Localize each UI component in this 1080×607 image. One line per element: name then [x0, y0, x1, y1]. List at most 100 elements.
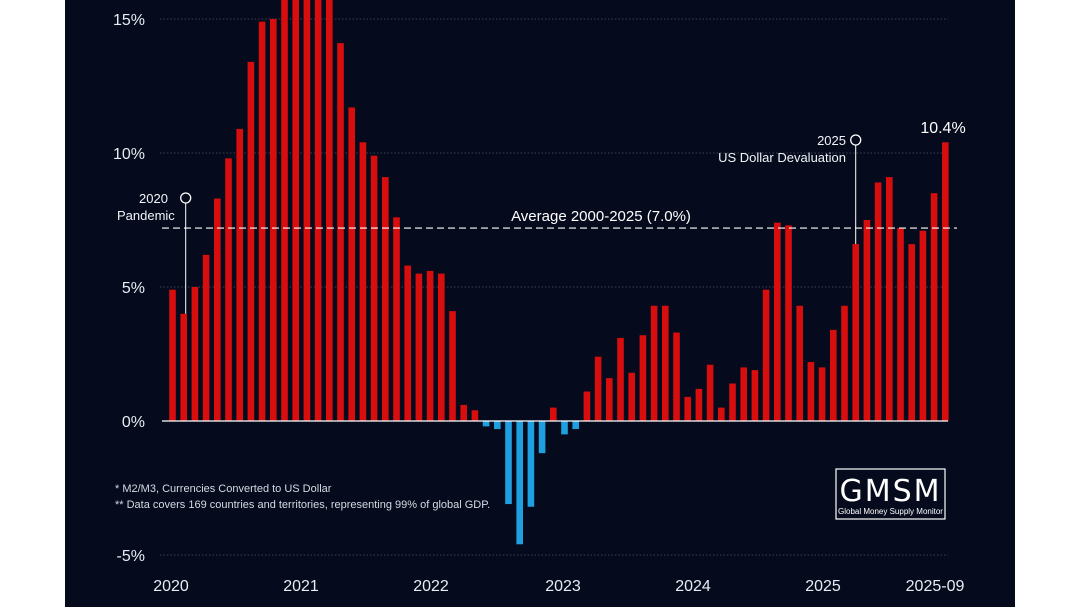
bar	[919, 230, 927, 421]
bar	[326, 0, 333, 422]
x-tick-label: 2025-09	[906, 578, 965, 595]
bar	[169, 289, 176, 421]
bar	[774, 222, 781, 421]
last-value-label: 10.4%	[920, 120, 965, 137]
bar	[606, 378, 613, 421]
chart-panel: 15% 10% 5% 0% -5% Average 2000-2025 (7.0%) 2…	[65, 0, 1015, 607]
bar	[886, 177, 893, 421]
bar	[516, 421, 523, 545]
devaluation-annotation-year: 2025	[817, 133, 846, 148]
footnote-2: ** Data covers 169 countries and territo…	[115, 499, 490, 511]
bar	[740, 367, 747, 421]
bar	[628, 372, 635, 421]
devaluation-annotation-marker	[850, 134, 862, 146]
pandemic-annotation: 2020 Pandemic	[117, 191, 192, 314]
bar	[706, 364, 714, 421]
bar	[415, 273, 423, 421]
bar	[729, 383, 736, 421]
bar	[270, 19, 277, 421]
bar	[796, 305, 803, 421]
bar	[382, 177, 389, 421]
bar	[449, 311, 456, 421]
bar	[359, 142, 367, 421]
bar	[830, 329, 837, 421]
bar	[818, 367, 826, 421]
bar	[460, 404, 467, 421]
bar	[841, 305, 848, 421]
bar	[639, 335, 647, 421]
bar	[214, 198, 221, 421]
bar	[762, 289, 770, 421]
bar	[247, 61, 255, 421]
money-supply-chart: 15% 10% 5% 0% -5% Average 2000-2025 (7.0%) 2…	[113, 0, 966, 595]
bar	[337, 43, 344, 422]
y-tick-label: 15%	[113, 12, 145, 29]
right-margin	[1015, 0, 1080, 607]
bar	[718, 407, 725, 421]
gmsm-logo-abbr: GMSM	[839, 474, 941, 509]
bar	[393, 217, 400, 421]
devaluation-annotation: 2025 US Dollar Devaluation	[718, 133, 862, 245]
bar	[807, 362, 815, 421]
x-tick-label: 2020	[153, 578, 189, 595]
bar	[684, 396, 691, 421]
gridlines	[160, 18, 948, 556]
x-axis-ticks: 2020 2021 2022 2023 2024 2025 2025-09	[153, 578, 964, 595]
x-tick-label: 2024	[675, 578, 711, 595]
pandemic-annotation-text: Pandemic	[117, 208, 175, 223]
bar	[897, 228, 904, 421]
gmsm-logo-box	[835, 468, 946, 520]
bar	[942, 142, 949, 421]
bar	[852, 244, 859, 421]
x-tick-label: 2022	[413, 578, 449, 595]
bar	[863, 220, 871, 421]
average-label: Average 2000-2025 (7.0%)	[511, 208, 691, 225]
bar	[930, 193, 938, 421]
bar	[292, 0, 299, 422]
bar	[236, 128, 243, 421]
bar	[662, 305, 669, 421]
x-tick-label: 2025	[805, 578, 841, 595]
pandemic-annotation-year: 2020	[139, 191, 168, 206]
bar	[695, 388, 703, 421]
left-margin	[0, 0, 65, 607]
bar	[538, 421, 546, 454]
bar	[404, 265, 411, 421]
devaluation-annotation-text: US Dollar Devaluation	[718, 150, 846, 165]
bar	[505, 421, 512, 505]
bar	[258, 21, 266, 422]
bar	[650, 305, 658, 421]
bar	[191, 287, 199, 421]
bar	[180, 313, 187, 421]
bar	[908, 244, 915, 421]
bar	[785, 225, 792, 421]
y-tick-label: 5%	[122, 280, 145, 297]
bar	[438, 273, 445, 421]
bar	[874, 182, 882, 421]
bar	[550, 407, 557, 421]
y-tick-label: -5%	[117, 548, 145, 565]
bar	[202, 254, 210, 421]
bar	[527, 421, 535, 507]
gmsm-logo-name: Global Money Supply Monitor	[838, 507, 943, 516]
bar	[617, 337, 624, 421]
pandemic-annotation-marker	[180, 192, 192, 204]
bar	[281, 0, 288, 422]
bar	[594, 356, 602, 421]
bar	[370, 155, 378, 421]
footnote-1: * M2/M3, Currencies Converted to US Doll…	[115, 483, 332, 495]
bar	[673, 332, 680, 421]
x-tick-label: 2023	[545, 578, 581, 595]
bar	[426, 270, 434, 421]
gmsm-logo: GMSM Global Money Supply Monitor	[835, 468, 946, 520]
x-tick-label: 2021	[283, 578, 319, 595]
bars	[169, 0, 949, 545]
bar	[494, 421, 501, 430]
bar	[561, 421, 568, 435]
y-tick-label: 10%	[113, 146, 145, 163]
bar	[314, 0, 322, 422]
y-tick-label: 0%	[122, 414, 145, 431]
bar	[482, 421, 490, 427]
y-axis-ticks: 15% 10% 5% 0% -5%	[113, 12, 145, 565]
